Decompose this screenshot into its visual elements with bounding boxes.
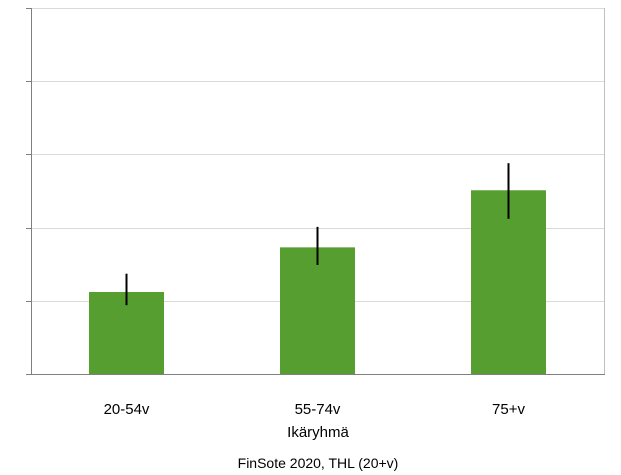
x-tick-label: 20-54v bbox=[104, 401, 150, 418]
error-bars bbox=[125, 163, 510, 306]
bar bbox=[89, 292, 164, 374]
axes bbox=[26, 8, 605, 375]
x-tick-labels: 20-54v 55-74v 75+v bbox=[104, 401, 526, 418]
x-tick-label: 55-74v bbox=[295, 401, 341, 418]
x-axis-title: Ikäryhmä bbox=[287, 424, 349, 441]
bar bbox=[280, 247, 355, 374]
source-note: FinSote 2020, THL (20+v) bbox=[238, 455, 399, 471]
bar bbox=[471, 190, 546, 374]
bars bbox=[89, 190, 546, 374]
x-tick-label: 75+v bbox=[492, 401, 525, 418]
